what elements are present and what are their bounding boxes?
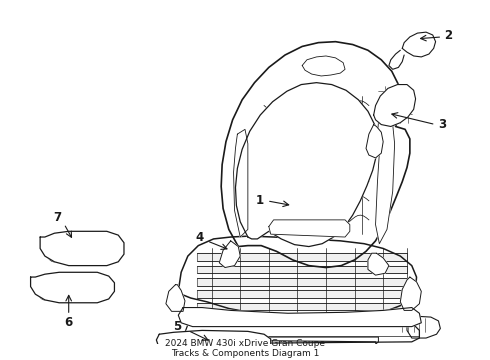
Polygon shape [234,129,248,237]
Polygon shape [219,241,240,267]
Polygon shape [197,303,407,310]
Polygon shape [202,337,378,346]
Polygon shape [197,278,407,285]
Text: 1: 1 [255,194,263,207]
Polygon shape [374,85,416,126]
Polygon shape [400,277,421,310]
Polygon shape [269,220,350,237]
Text: 6: 6 [65,316,73,329]
Polygon shape [402,32,436,57]
Text: 2: 2 [444,30,452,42]
Polygon shape [178,307,421,327]
Polygon shape [197,253,407,261]
Polygon shape [185,325,419,344]
Polygon shape [197,291,407,298]
Text: 4: 4 [195,230,203,243]
Polygon shape [156,330,271,351]
Polygon shape [389,50,404,69]
Polygon shape [236,83,377,247]
Polygon shape [366,125,383,158]
Polygon shape [392,92,412,111]
Polygon shape [368,253,389,275]
Polygon shape [40,231,124,266]
Polygon shape [195,340,377,355]
Polygon shape [30,272,115,303]
Polygon shape [388,315,441,338]
Polygon shape [197,266,407,273]
Polygon shape [196,350,295,360]
Polygon shape [375,115,394,244]
Polygon shape [178,236,416,316]
Text: 3: 3 [438,118,446,131]
Text: 7: 7 [53,211,61,225]
Text: 5: 5 [173,320,181,333]
Text: 2024 BMW 430i xDrive Gran Coupe
Tracks & Components Diagram 1: 2024 BMW 430i xDrive Gran Coupe Tracks &… [165,339,325,359]
Polygon shape [302,56,345,76]
Polygon shape [166,285,185,311]
Polygon shape [221,42,410,267]
